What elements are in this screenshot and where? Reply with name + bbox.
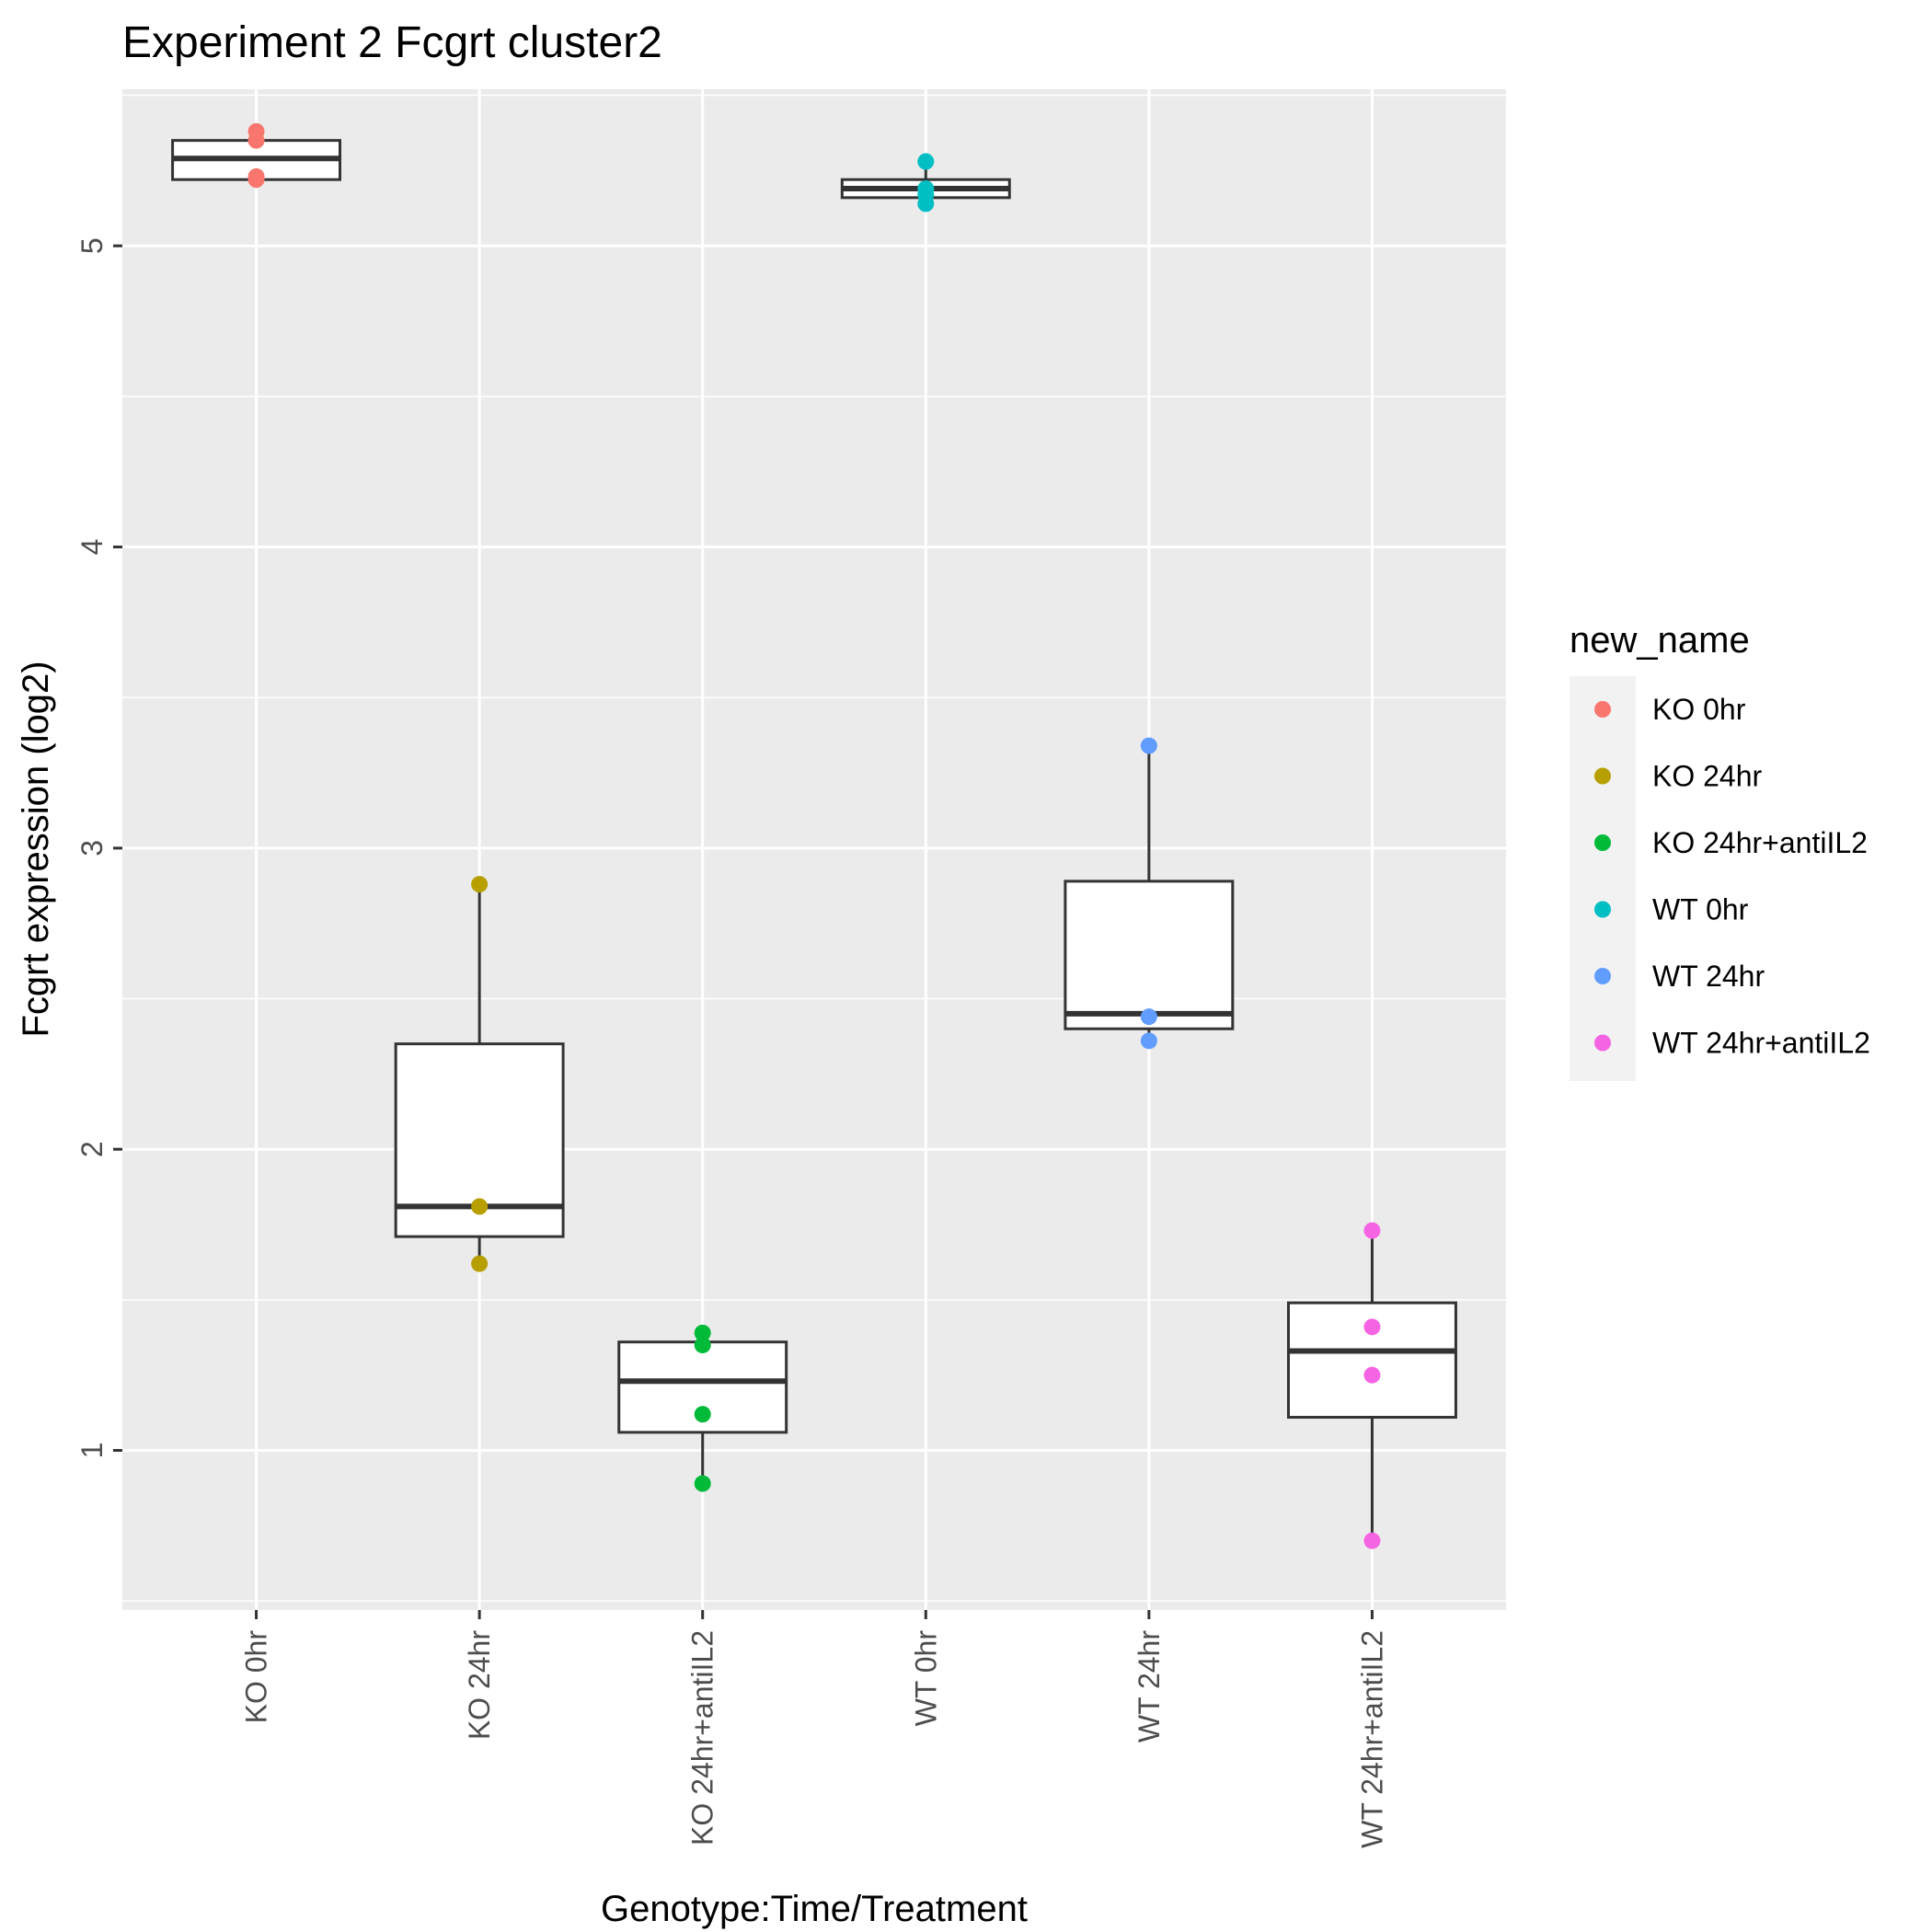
legend-key <box>1594 701 1611 718</box>
x-tick-label: WT 24hr+antiIL2 <box>1355 1630 1388 1848</box>
x-tick-label: KO 24hr+antiIL2 <box>686 1630 719 1846</box>
data-point <box>1363 1222 1381 1239</box>
legend-title: new_name <box>1570 620 1750 661</box>
legend-key <box>1594 1034 1611 1052</box>
plot-panel <box>122 89 1506 1610</box>
x-tick-label: WT 24hr <box>1133 1630 1166 1742</box>
data-point <box>917 195 935 213</box>
box-iqr <box>1064 880 1235 1030</box>
data-point <box>247 171 265 189</box>
legend-label: KO 24hr+antiIL2 <box>1652 826 1868 859</box>
legend-label: WT 0hr <box>1652 893 1749 926</box>
legend-label: KO 0hr <box>1652 693 1746 726</box>
y-axis-title: Fcgrt expression (log2) <box>16 661 56 1037</box>
x-tick-label: WT 0hr <box>909 1630 942 1727</box>
x-tick-label: KO 0hr <box>240 1630 273 1724</box>
y-tick-label: 2 <box>75 1141 109 1157</box>
x-axis-title: Genotype:Time/Treatment <box>601 1889 1028 1929</box>
legend-entry: WT 0hr <box>1594 893 1749 926</box>
y-axis: 1 2 3 4 5 <box>75 237 122 1458</box>
legend-label: WT 24hr <box>1652 960 1765 993</box>
data-point <box>471 1255 489 1272</box>
legend-entry: WT 24hr <box>1594 960 1765 993</box>
x-axis: KO 0hr KO 24hr KO 24hr+antiIL2 WT 0hr WT 24h… <box>240 1610 1388 1848</box>
legend-entry: KO 0hr <box>1594 693 1746 726</box>
grid-lines <box>122 89 1506 1610</box>
data-point <box>1140 737 1157 754</box>
x-tick-label: KO 24hr <box>463 1630 496 1741</box>
data-point <box>694 1336 711 1353</box>
y-tick-label: 3 <box>75 840 109 857</box>
legend-key <box>1594 901 1611 918</box>
data-point <box>471 876 489 893</box>
legend-label: WT 24hr+antiIL2 <box>1652 1027 1870 1060</box>
data-point <box>694 1406 711 1423</box>
y-tick-label: 4 <box>75 539 109 556</box>
y-tick-label: 1 <box>75 1443 109 1459</box>
legend-key-background <box>1570 676 1636 1081</box>
data-point <box>1363 1366 1381 1384</box>
legend-entry: KO 24hr+antiIL2 <box>1594 826 1868 859</box>
point-layer <box>247 122 1381 1549</box>
legend: new_name KO 0hr KO 24hr KO 24hr+antiIL2 WT … <box>1570 620 1870 1081</box>
legend-entry: KO 24hr <box>1594 760 1763 793</box>
data-point <box>1363 1532 1381 1549</box>
y-tick-label: 5 <box>75 237 109 254</box>
data-point <box>694 1475 711 1492</box>
legend-key <box>1594 968 1611 984</box>
legend-key <box>1594 767 1611 785</box>
data-point <box>471 1198 489 1215</box>
chart-title: Experiment 2 Fcgrt cluster2 <box>122 18 662 67</box>
legend-label: KO 24hr <box>1652 760 1763 793</box>
data-point <box>1140 1032 1157 1050</box>
legend-key <box>1594 834 1611 851</box>
data-point <box>917 153 935 170</box>
data-point <box>1140 1008 1157 1026</box>
box-wt-24hr <box>1064 745 1235 1041</box>
data-point <box>247 132 265 149</box>
data-point <box>1363 1318 1381 1336</box>
data-point <box>694 1324 711 1341</box>
legend-entry: WT 24hr+antiIL2 <box>1594 1027 1870 1060</box>
